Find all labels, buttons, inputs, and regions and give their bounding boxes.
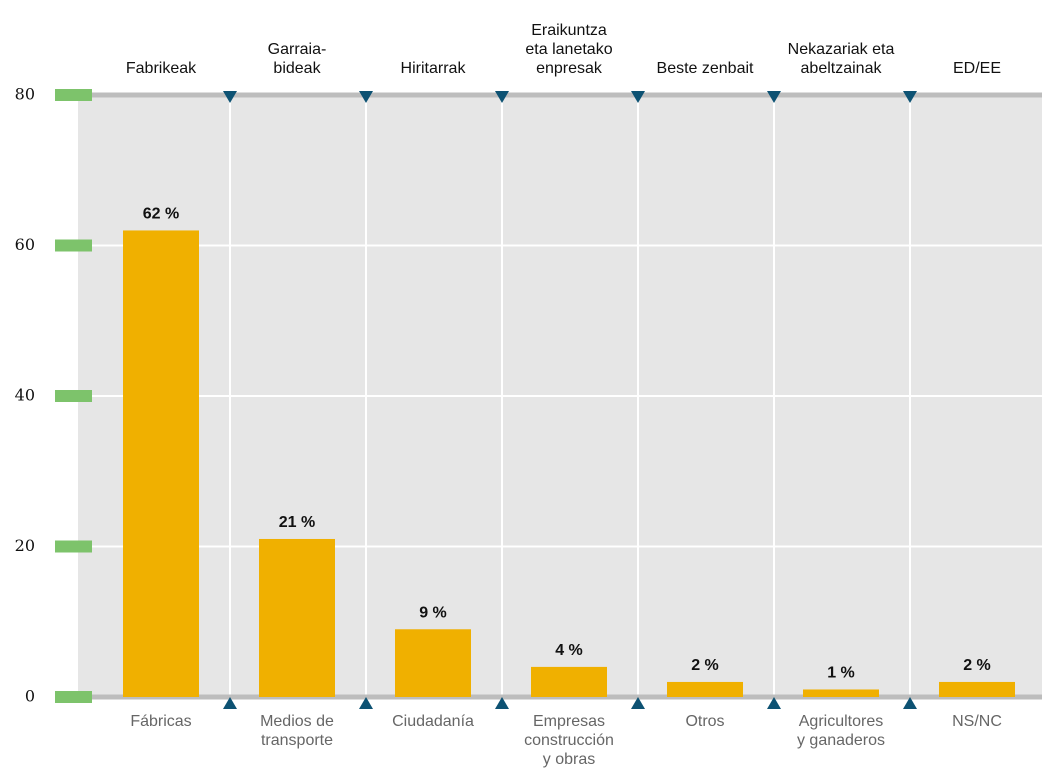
marker-down: [767, 91, 781, 103]
bar: [939, 681, 1015, 697]
y-tick-label: 80: [15, 85, 35, 104]
value-label: 9 %: [419, 604, 447, 621]
y-tick-marker: [55, 239, 92, 252]
bar: [667, 681, 743, 697]
y-tick-label: 0: [25, 687, 35, 706]
value-label: 2 %: [691, 657, 719, 674]
x-tick-label: NS/NC: [952, 713, 1002, 730]
value-label: 2 %: [963, 657, 991, 674]
marker-up: [359, 697, 373, 709]
y-tick-marker: [55, 390, 92, 402]
bar: [123, 230, 199, 697]
x-tick-label: Otros: [685, 713, 725, 730]
top-category-label: Nekazariak eta abeltzainak: [787, 41, 895, 77]
bar: [259, 538, 335, 697]
marker-down: [903, 91, 917, 103]
y-tick-marker: [55, 540, 92, 553]
marker-up: [631, 697, 645, 709]
y-tick-label: 60: [15, 235, 35, 254]
x-tick-label: Ciudadanía: [392, 713, 474, 730]
marker-down: [631, 91, 645, 103]
bar: [395, 629, 471, 697]
top-category-label: Garraia- bideak: [267, 41, 327, 77]
value-label: 21 %: [279, 514, 315, 531]
y-tick-label: 20: [15, 536, 35, 555]
x-tick-label: Fábricas: [130, 713, 192, 730]
top-category-label: ED/EE: [952, 60, 1001, 77]
value-label: 62 %: [143, 206, 179, 223]
bar: [803, 689, 879, 697]
marker-down: [223, 91, 237, 103]
marker-up: [903, 697, 917, 709]
x-tick-label: Medios de transporte: [260, 713, 334, 749]
y-tick-label: 40: [15, 386, 35, 405]
y-tick-marker: [55, 89, 92, 101]
top-category-label: Hiritarrak: [400, 60, 466, 77]
y-tick-marker: [55, 691, 92, 703]
marker-down: [495, 91, 509, 103]
top-category-label: Eraikuntza eta lanetako enpresak: [525, 22, 613, 77]
marker-up: [223, 697, 237, 709]
top-category-label: Beste zenbait: [656, 60, 754, 77]
marker-up: [767, 697, 781, 709]
x-tick-label: Agricultores y ganaderos: [796, 713, 886, 749]
marker-down: [359, 91, 373, 103]
bar: [531, 666, 607, 697]
x-tick-label: Empresas construcción y obras: [524, 713, 614, 768]
value-label: 1 %: [827, 665, 855, 682]
top-category-label: Fabrikeak: [125, 60, 197, 77]
value-label: 4 %: [555, 642, 583, 659]
marker-up: [495, 697, 509, 709]
